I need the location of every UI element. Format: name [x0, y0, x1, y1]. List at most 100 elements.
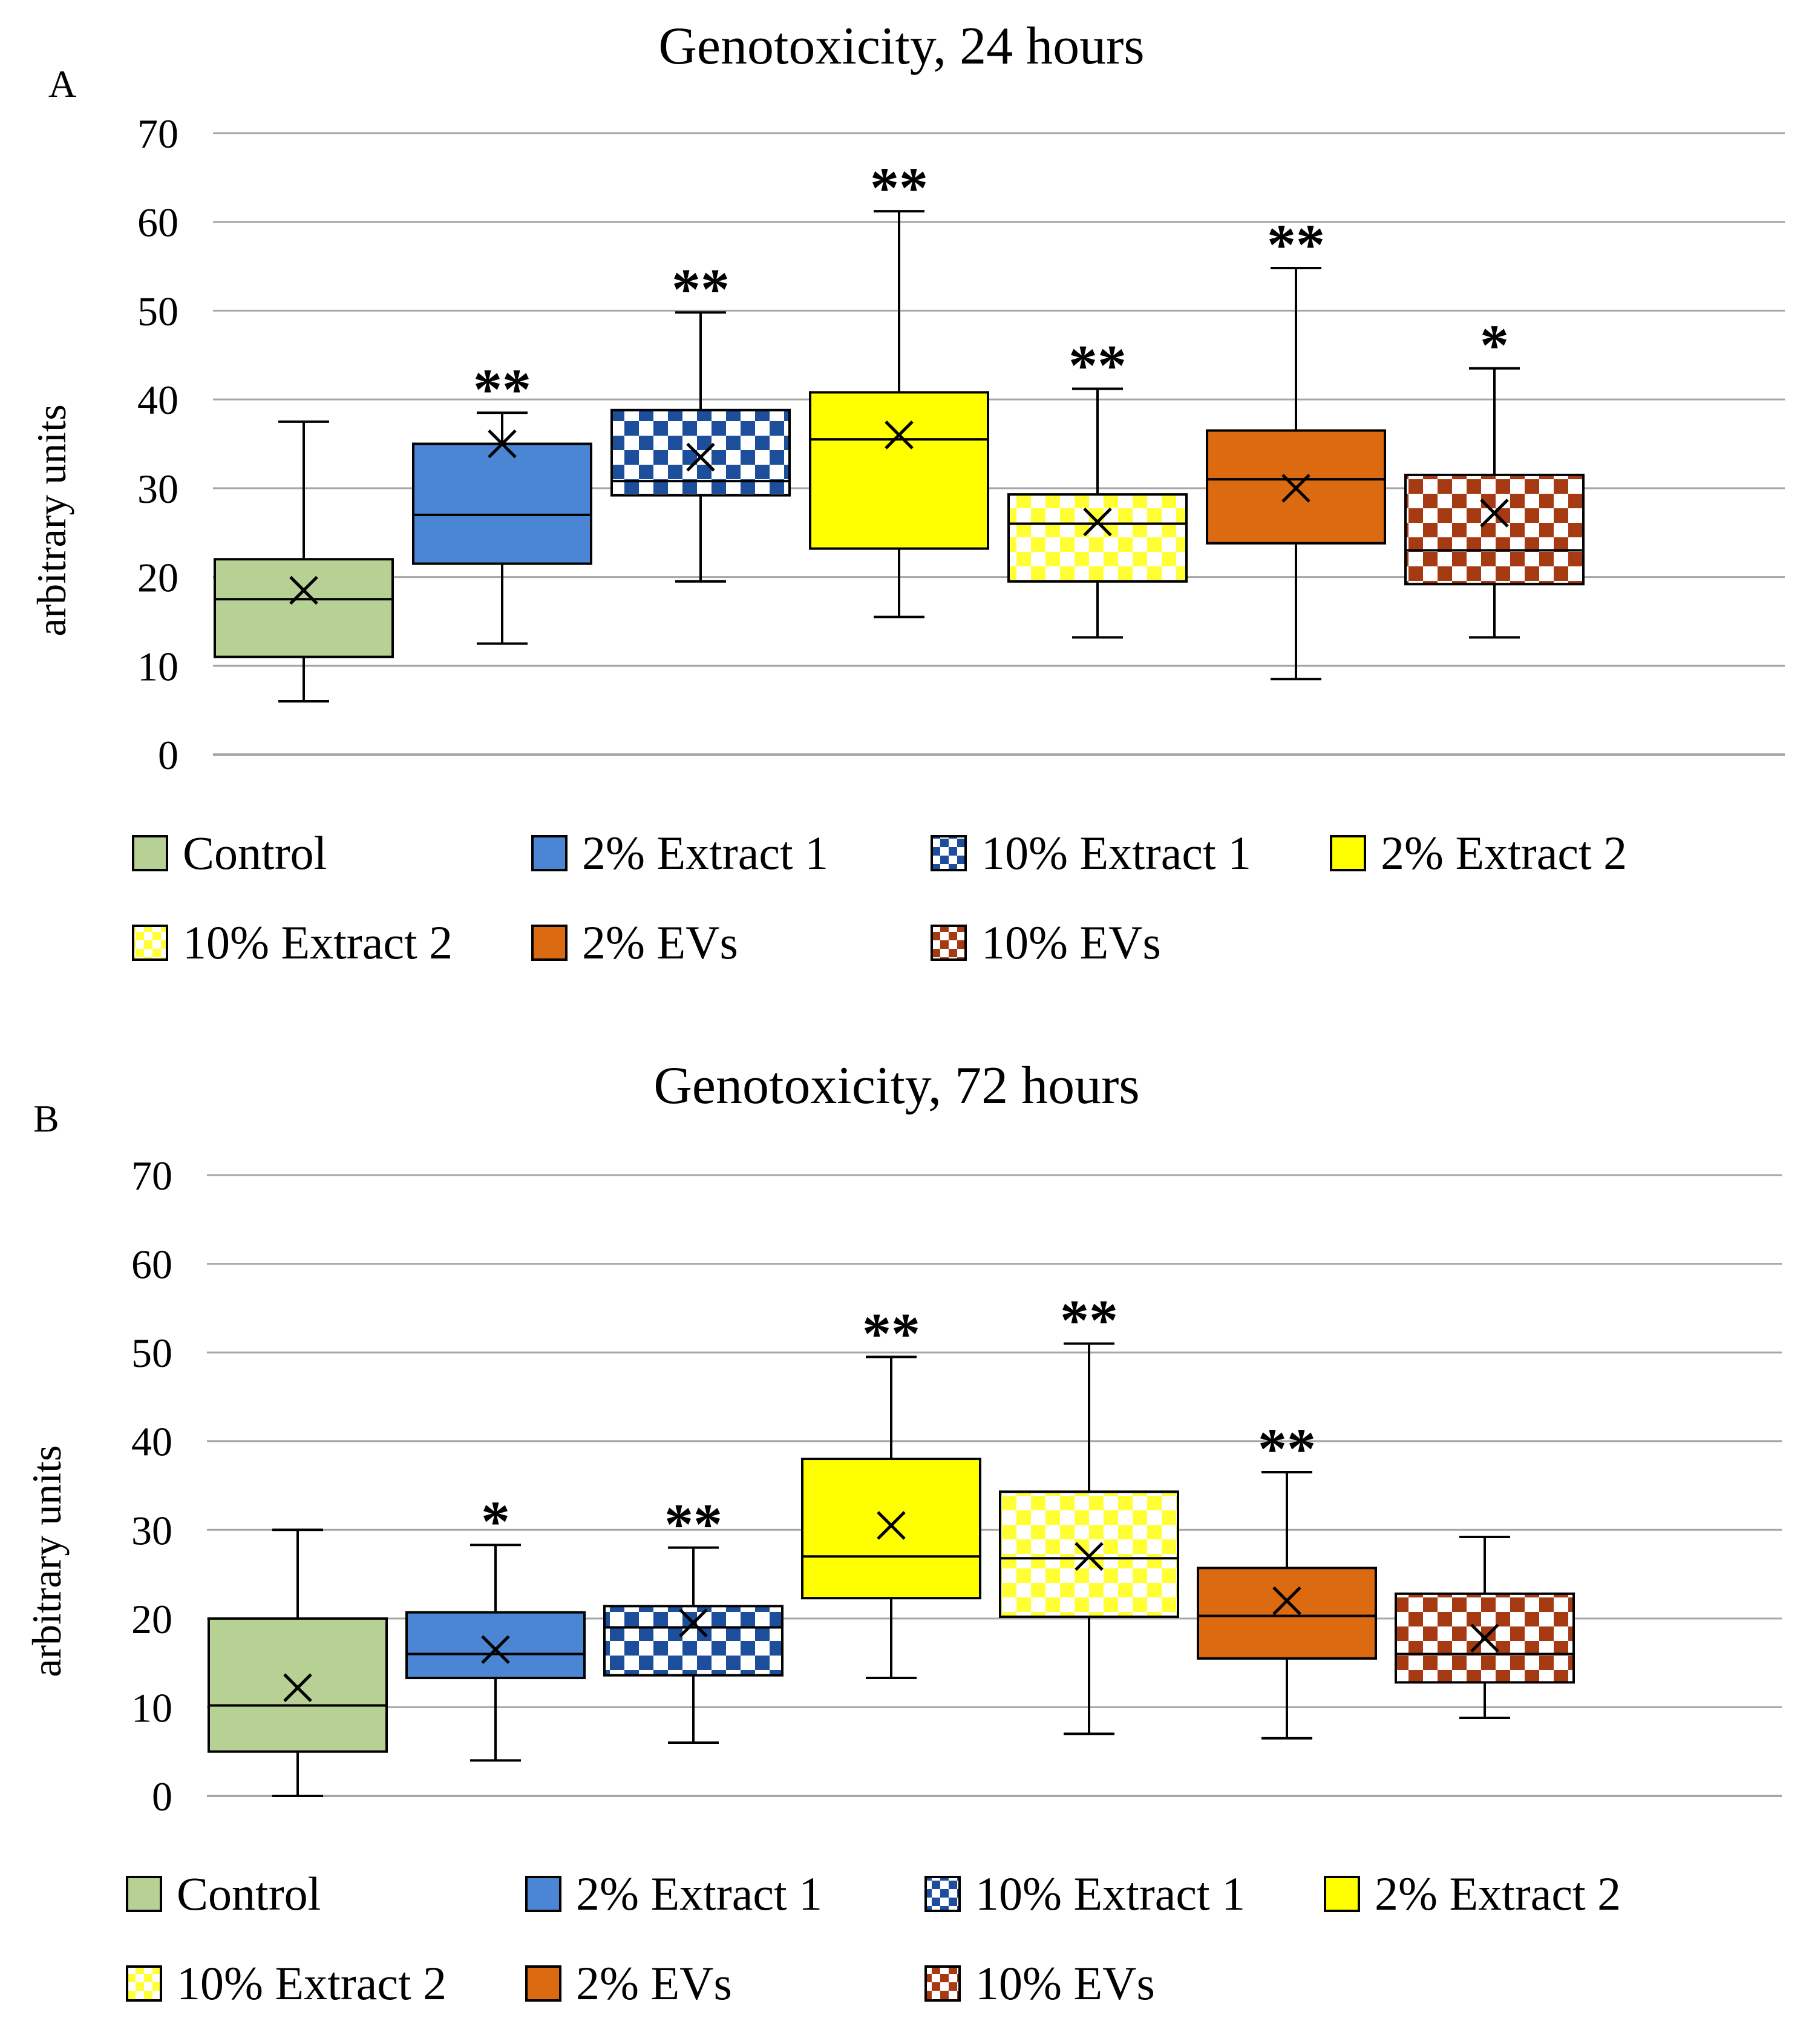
iqr-box [214, 558, 394, 658]
box-10pct-evs: * [1404, 313, 1585, 639]
legend-label: 2% Extract 1 [582, 827, 828, 879]
legend-label: Control [183, 827, 327, 879]
legend-item-10pct-extract-1: 10% Extract 1 [931, 827, 1251, 879]
legend-item-2pct-extract-2: 2% Extract 2 [1330, 827, 1627, 879]
significance-label: ** [664, 1492, 722, 1557]
box-2pct-evs: ** [1197, 1417, 1377, 1740]
y-tick-label: 60 [131, 1242, 172, 1288]
boxplots: * **** **** [208, 1288, 1575, 1797]
mean-marker [877, 1511, 906, 1540]
mean-marker [488, 429, 517, 459]
y-tick-label: 70 [137, 111, 178, 157]
y-tick-label: 10 [137, 643, 178, 689]
y-tick-label: 0 [158, 732, 178, 778]
mean-marker [679, 1608, 708, 1637]
legend-swatch [531, 835, 568, 871]
mean-marker [283, 1673, 312, 1702]
mean-marker [1480, 499, 1509, 528]
mean-marker [686, 442, 715, 472]
box-2pct-extract-1: ** [412, 357, 592, 645]
chart-title: Genotoxicity, 72 hours [653, 1056, 1139, 1115]
legend-item-10pct-extract-2: 10% Extract 2 [132, 916, 453, 969]
box-10pct-evs [1395, 1536, 1575, 1720]
legend-swatch [931, 925, 967, 961]
iqr-box [809, 391, 989, 550]
legend-label: 2% EVs [576, 1957, 732, 2010]
legend-swatch [525, 1965, 561, 2002]
legend-item-2pct-extract-1: 2% Extract 1 [525, 1867, 822, 1920]
legend: Control 2% Extract 1 10% Extract 1 2% Extra… [132, 827, 1627, 969]
legend-item-2pct-evs: 2% EVs [531, 916, 738, 969]
iqr-box [1007, 493, 1188, 583]
iqr-box [603, 1605, 784, 1677]
y-axis-label: arbitrary units [28, 404, 74, 636]
legend-swatch [132, 835, 168, 871]
y-tick-label: 60 [137, 200, 178, 246]
panel-a: Genotoxicity, 24 hours A arbitrary units… [28, 17, 1785, 969]
box-10pct-extract-2: ** [999, 1288, 1179, 1735]
panel-label: B [33, 1097, 59, 1140]
y-tick-labels: 0 10 20 30 40 50 60 70 [131, 1153, 172, 1820]
mean-marker [289, 575, 318, 605]
legend: Control 2% Extract 1 10% Extract 1 2% Extra… [126, 1867, 1621, 2010]
legend-label: 10% Extract 2 [183, 916, 453, 969]
box-2pct-extract-2: ** [809, 156, 989, 618]
legend-label: 10% EVs [981, 916, 1161, 969]
significance-label: * [481, 1489, 510, 1554]
legend-item-10pct-extract-2: 10% Extract 2 [126, 1957, 447, 2010]
legend-label: 2% Extract 2 [1375, 1867, 1621, 1920]
legend-label: 10% EVs [975, 1957, 1155, 2010]
legend-label: 2% Extract 1 [576, 1867, 822, 1920]
y-tick-label: 40 [131, 1419, 172, 1465]
legend-item-2pct-extract-1: 2% Extract 1 [531, 827, 828, 879]
iqr-box [405, 1611, 586, 1680]
legend-swatch [525, 1876, 561, 1912]
iqr-box [801, 1458, 981, 1600]
panel-b: Genotoxicity, 72 hours B arbitrary units… [24, 1056, 1782, 2010]
legend-label: Control [177, 1867, 321, 1920]
legend-item-10pct-extract-1: 10% Extract 1 [924, 1867, 1245, 1920]
mean-marker [1272, 1586, 1301, 1616]
legend-item-10pct-evs: 10% EVs [931, 916, 1161, 969]
box-10pct-extract-1: ** [603, 1492, 784, 1744]
box-control [214, 420, 394, 703]
legend-item-2pct-extract-2: 2% Extract 2 [1324, 1867, 1621, 1920]
y-tick-label: 30 [137, 466, 178, 512]
legend-item-control: Control [126, 1867, 321, 1920]
mean-marker [1470, 1623, 1499, 1653]
y-tick-label: 50 [137, 288, 178, 334]
box-2pct-evs: ** [1206, 212, 1386, 681]
y-tick-label: 10 [131, 1685, 172, 1731]
y-tick-label: 0 [152, 1774, 172, 1820]
legend-swatch [924, 1965, 961, 2002]
significance-label: * [1480, 313, 1509, 378]
iqr-box [1404, 473, 1585, 586]
legend-swatch [126, 1965, 162, 2002]
y-tick-label: 50 [131, 1330, 172, 1376]
y-tick-labels: 0 10 20 30 40 50 60 70 [137, 111, 178, 778]
legend-item-control: Control [132, 827, 327, 879]
y-tick-label: 30 [131, 1507, 172, 1553]
legend-item-2pct-evs: 2% EVs [525, 1957, 732, 2010]
y-tick-label: 20 [131, 1596, 172, 1642]
boxplots: *********** [214, 156, 1585, 703]
mean-marker [1075, 1542, 1104, 1571]
significance-label: ** [1068, 333, 1127, 398]
y-axis-label: arbitrary units [24, 1445, 70, 1677]
box-control [208, 1528, 388, 1797]
legend-swatch [132, 925, 168, 961]
legend-label: 10% Extract 2 [177, 1957, 447, 2010]
significance-label: ** [672, 257, 730, 321]
box-10pct-extract-2: ** [1007, 333, 1188, 639]
iqr-box [999, 1490, 1179, 1618]
significance-label: ** [862, 1301, 920, 1366]
legend-label: 2% EVs [582, 916, 738, 969]
iqr-box [1197, 1567, 1377, 1660]
significance-label: ** [870, 156, 928, 220]
mean-marker [1281, 474, 1310, 503]
iqr-box [412, 442, 592, 565]
iqr-box [208, 1617, 388, 1753]
box-2pct-extract-2: ** [801, 1301, 981, 1680]
legend-swatch [126, 1876, 162, 1912]
